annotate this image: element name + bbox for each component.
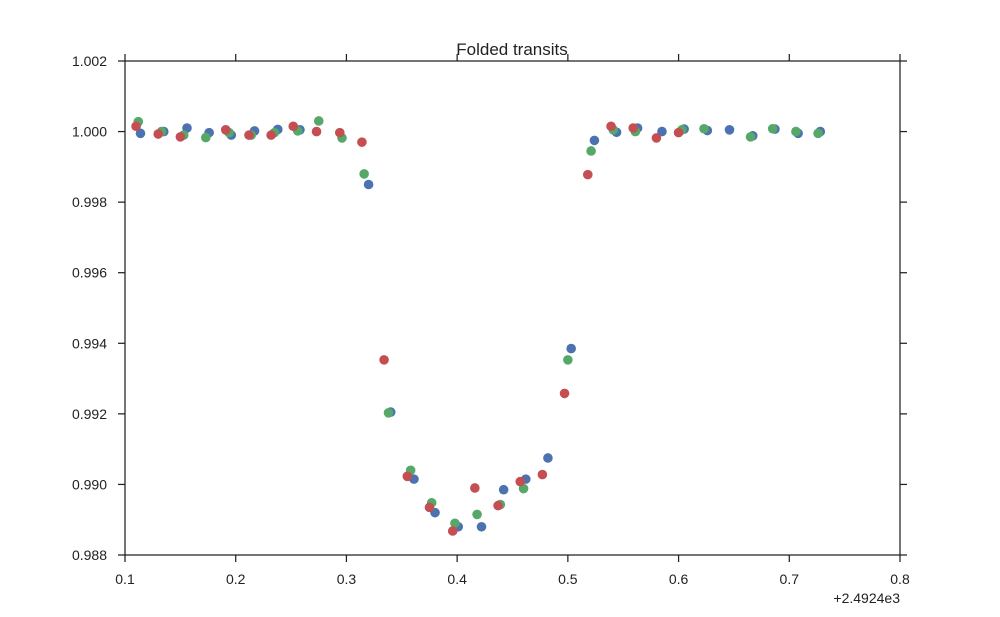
data-point [582,169,593,180]
y-tick-label: 1.000 [72,124,107,140]
y-tick-label: 1.002 [72,53,107,69]
data-point [175,132,186,142]
data-point [383,407,394,418]
data-point [699,123,709,134]
data-point [498,484,509,495]
x-tick-label: 0.4 [447,571,467,587]
data-point [357,137,367,147]
x-tick-label: 0.3 [337,571,357,587]
data-point [791,126,801,137]
data-point [559,388,570,399]
y-tick-label: 0.998 [72,194,107,210]
data-point [537,469,548,480]
data-point [628,123,638,133]
data-point [470,483,480,493]
data-point [450,518,460,529]
data-point [153,129,164,139]
data-point [813,128,823,139]
data-point [266,130,276,140]
x-tick-label: 0.1 [115,571,135,587]
data-point [476,521,487,532]
data-point [515,476,526,487]
data-point [447,526,458,536]
data-point [606,121,616,132]
data-point [563,355,573,365]
x-tick-label: 0.2 [226,571,246,587]
chart-title: Folded transits [456,40,568,59]
data-point [745,132,756,142]
data-point [673,127,684,138]
series-3 [131,121,684,536]
data-point [220,125,231,135]
data-point [566,343,576,354]
y-tick-label: 0.994 [72,335,107,351]
y-tick-label: 0.996 [72,265,107,281]
data-point [767,123,778,134]
x-tick-label: 0.7 [780,571,800,587]
data-point [313,116,324,126]
plot-frame [124,60,901,556]
data-points [131,116,826,536]
data-point [589,135,600,146]
data-point [135,128,146,139]
data-point [359,169,369,179]
data-point [201,132,211,143]
data-point [311,126,322,137]
x-tick-label: 0.8 [890,571,910,587]
x-tick-label: 0.6 [669,571,689,587]
data-point [657,126,667,137]
y-tick-label: 0.988 [72,547,107,563]
x-offset-label: +2.4924e3 [833,590,900,606]
data-point [543,453,553,463]
axis-ticks: 0.1 0.2 0.3 0.4 0.5 0.6 0.7 0.8 0.988 0.990 0.992 0… [72,53,910,587]
y-tick-label: 0.992 [72,406,107,422]
data-point [472,509,482,520]
data-point [724,125,735,135]
data-point [402,471,413,482]
data-point [363,179,374,190]
data-point [379,355,389,365]
y-tick-label: 0.990 [72,476,107,492]
data-point [424,502,435,513]
x-tick-label: 0.5 [558,571,578,587]
data-point [334,127,345,138]
data-point [586,146,596,156]
data-point [131,121,141,132]
data-point [288,121,299,132]
data-point [651,133,662,143]
data-point [244,130,254,140]
data-point [493,500,503,511]
